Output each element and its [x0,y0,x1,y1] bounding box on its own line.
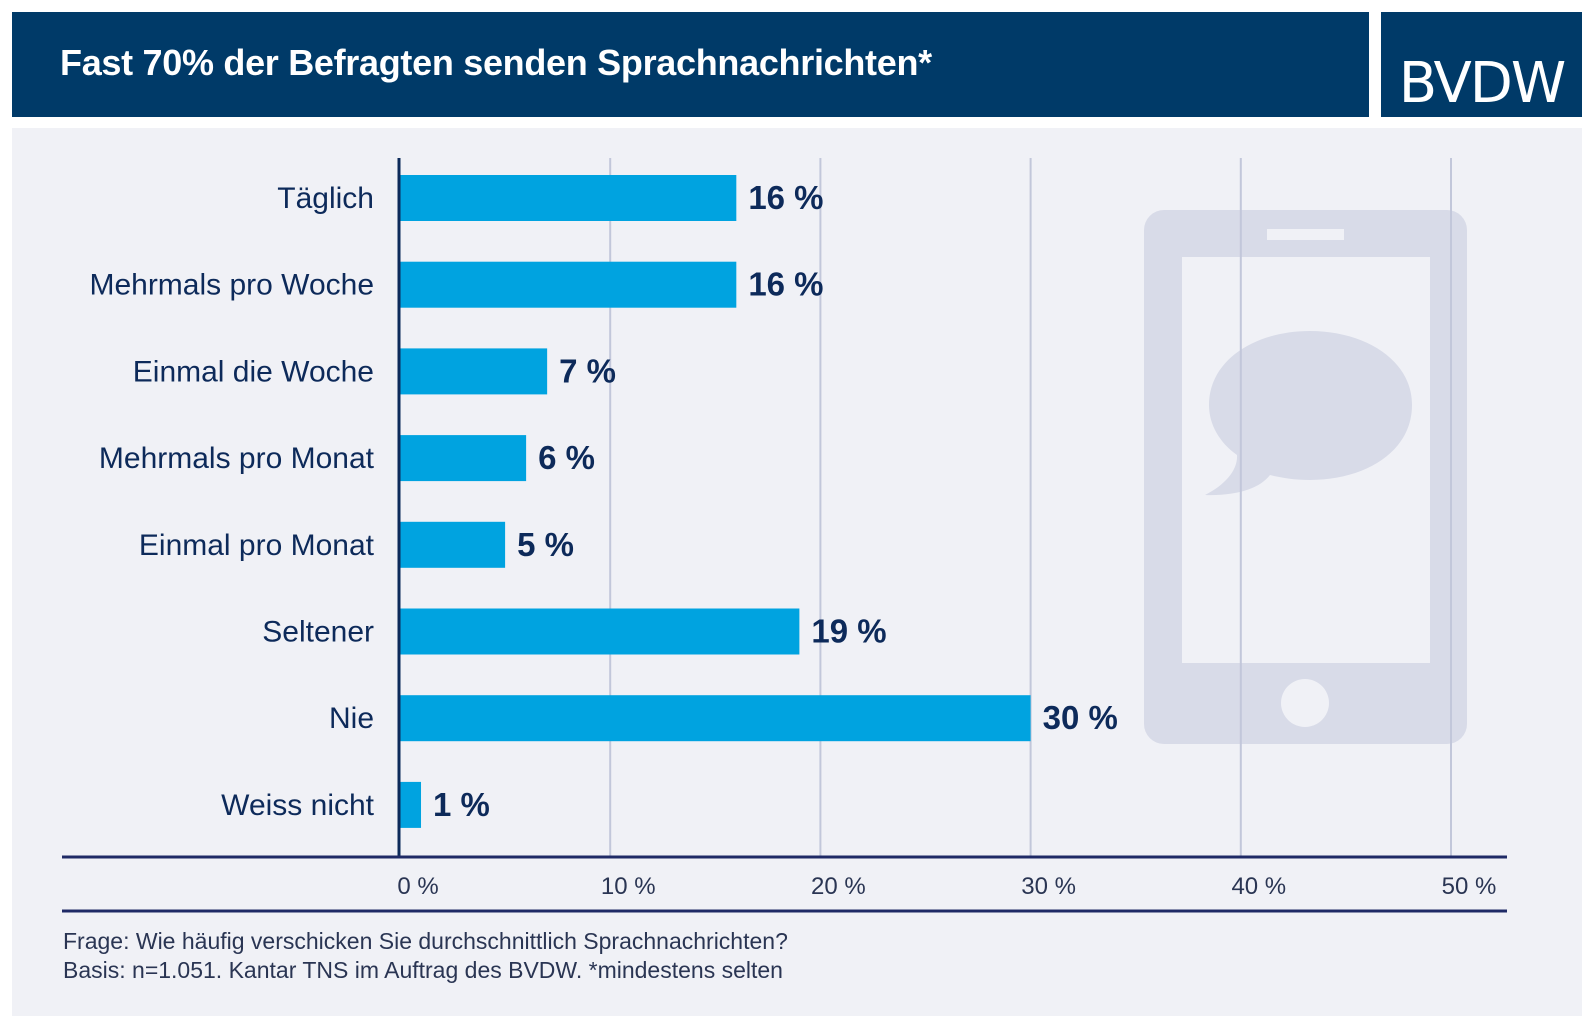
footnote-basis: Basis: n=1.051. Kantar TNS im Auftrag de… [63,957,783,983]
category-label: Täglich [277,182,374,215]
bar [400,175,737,221]
data-label: 16 % [748,179,823,216]
category-label: Weiss nicht [221,789,374,822]
labels: Täglich 16 % Mehrmals pro Woche 16 % Einmal … [89,179,1496,900]
data-label: 30 % [1043,699,1118,736]
data-label: 19 % [811,613,886,650]
bar [400,521,506,568]
bars [400,175,1031,828]
bar [400,435,527,482]
category-label: Mehrmals pro Monat [99,442,375,475]
footnote-question: Frage: Wie häufig verschicken Sie durchs… [63,928,788,954]
tick-label: 30 % [1021,873,1076,900]
axes [62,158,1507,913]
data-label: 7 % [559,352,616,389]
category-label: Nie [329,702,374,735]
category-label: Einmal pro Monat [139,529,375,562]
data-label: 1 % [433,786,490,823]
tick-label: 40 % [1231,873,1286,900]
tick-label: 10 % [601,873,656,900]
bar [400,695,1031,742]
bar [400,348,548,395]
bar [400,261,737,308]
bvdw-logo: BVDW [1381,12,1582,117]
bar [400,781,422,828]
category-label: Einmal die Woche [133,355,374,388]
header-bar: Fast 70% der Befragten senden Sprachnach… [12,12,1369,117]
bar [400,608,800,655]
chart-title: Fast 70% der Befragten senden Sprachnach… [60,42,932,83]
logo-text: BVDW [1398,51,1567,116]
data-label: 5 % [517,526,574,563]
smartphone-with-speech-bubble-icon [1144,210,1467,744]
tick-label: 50 % [1442,873,1497,900]
data-label: 16 % [748,266,823,303]
tick-label: 20 % [811,873,866,900]
category-label: Mehrmals pro Woche [89,269,374,302]
tick-label: 0 % [397,873,438,900]
data-label: 6 % [538,439,595,476]
category-label: Seltener [262,616,374,649]
